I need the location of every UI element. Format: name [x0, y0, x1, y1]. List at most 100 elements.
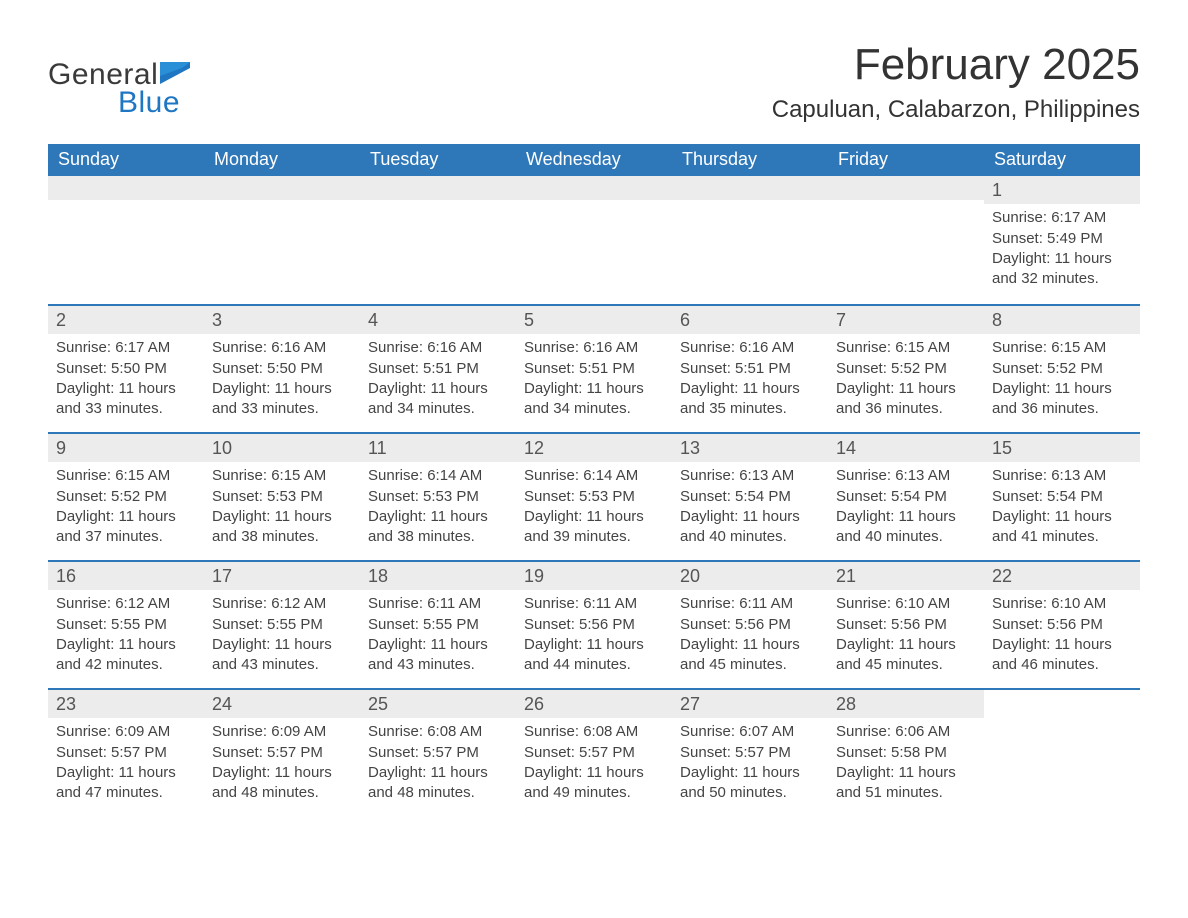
calendar-cell: 23Sunrise: 6:09 AMSunset: 5:57 PMDayligh…	[48, 690, 204, 816]
day-number-bar	[672, 176, 828, 200]
day-details: Sunrise: 6:09 AMSunset: 5:57 PMDaylight:…	[212, 722, 352, 803]
sunset-text: Sunset: 5:56 PM	[836, 615, 976, 635]
day-number-bar	[204, 176, 360, 200]
sunrise-text: Sunrise: 6:10 AM	[836, 594, 976, 614]
page-header: General Blue February 2025 Capuluan, Cal…	[48, 30, 1140, 136]
sunset-text: Sunset: 5:51 PM	[524, 359, 664, 379]
day-number: 7	[836, 310, 846, 330]
daylight1-text: Daylight: 11 hours	[524, 635, 664, 655]
day-number-bar: 25	[360, 690, 516, 718]
day-number-bar: 12	[516, 434, 672, 462]
daylight1-text: Daylight: 11 hours	[56, 635, 196, 655]
sunrise-text: Sunrise: 6:16 AM	[212, 338, 352, 358]
calendar-cell: 1Sunrise: 6:17 AMSunset: 5:49 PMDaylight…	[984, 176, 1140, 304]
sunrise-text: Sunrise: 6:11 AM	[368, 594, 508, 614]
daylight1-text: Daylight: 11 hours	[836, 763, 976, 783]
weekday-header: Friday	[828, 144, 984, 176]
day-number: 5	[524, 310, 534, 330]
daylight1-text: Daylight: 11 hours	[368, 507, 508, 527]
calendar-cell	[204, 176, 360, 304]
daylight2-text: and 46 minutes.	[992, 655, 1132, 675]
sunset-text: Sunset: 5:56 PM	[992, 615, 1132, 635]
day-number: 22	[992, 566, 1012, 586]
day-number-bar: 18	[360, 562, 516, 590]
day-number-bar: 2	[48, 306, 204, 334]
calendar-cell: 18Sunrise: 6:11 AMSunset: 5:55 PMDayligh…	[360, 562, 516, 688]
daylight1-text: Daylight: 11 hours	[836, 507, 976, 527]
calendar-cell	[516, 176, 672, 304]
sunset-text: Sunset: 5:49 PM	[992, 229, 1132, 249]
calendar-cell: 8Sunrise: 6:15 AMSunset: 5:52 PMDaylight…	[984, 306, 1140, 432]
calendar-cell	[672, 176, 828, 304]
sunset-text: Sunset: 5:55 PM	[56, 615, 196, 635]
daylight2-text: and 43 minutes.	[212, 655, 352, 675]
sunrise-text: Sunrise: 6:15 AM	[836, 338, 976, 358]
day-number-bar: 26	[516, 690, 672, 718]
calendar-cell: 19 Sunrise: 6:11 AMSunset: 5:56 PMDayligh…	[516, 562, 672, 688]
sunrise-text: Sunrise: 6:12 AM	[212, 594, 352, 614]
day-number-bar: 20	[672, 562, 828, 590]
calendar-cell: 13Sunrise: 6:13 AMSunset: 5:54 PMDayligh…	[672, 434, 828, 560]
day-details: Sunrise: 6:11 AMSunset: 5:56 PMDaylight:…	[680, 594, 820, 675]
calendar-cell: 3 Sunrise: 6:16 AMSunset: 5:50 PMDaylight…	[204, 306, 360, 432]
sunset-text: Sunset: 5:51 PM	[680, 359, 820, 379]
sunset-text: Sunset: 5:50 PM	[56, 359, 196, 379]
sunset-text: Sunset: 5:57 PM	[524, 743, 664, 763]
day-number: 23	[56, 694, 76, 714]
daylight1-text: Daylight: 11 hours	[680, 379, 820, 399]
calendar-cell: 9 Sunrise: 6:15 AMSunset: 5:52 PMDaylight…	[48, 434, 204, 560]
sunrise-text: Sunrise: 6:13 AM	[680, 466, 820, 486]
sunrise-text: Sunrise: 6:12 AM	[56, 594, 196, 614]
sunset-text: Sunset: 5:53 PM	[368, 487, 508, 507]
day-number: 4	[368, 310, 378, 330]
day-number: 19	[524, 566, 544, 586]
day-number-bar: 17	[204, 562, 360, 590]
day-number: 27	[680, 694, 700, 714]
sunrise-text: Sunrise: 6:13 AM	[992, 466, 1132, 486]
title-block: February 2025 Capuluan, Calabarzon, Phil…	[772, 30, 1140, 136]
daylight1-text: Daylight: 11 hours	[212, 763, 352, 783]
daylight1-text: Daylight: 11 hours	[368, 763, 508, 783]
day-number: 3	[212, 310, 222, 330]
day-number-bar	[516, 176, 672, 200]
day-number-bar: 23	[48, 690, 204, 718]
sunrise-text: Sunrise: 6:15 AM	[212, 466, 352, 486]
daylight2-text: and 48 minutes.	[212, 783, 352, 803]
daylight1-text: Daylight: 11 hours	[56, 507, 196, 527]
day-details: Sunrise: 6:06 AMSunset: 5:58 PMDaylight:…	[836, 722, 976, 803]
day-details: Sunrise: 6:15 AMSunset: 5:52 PMDaylight:…	[56, 466, 196, 547]
daylight2-text: and 47 minutes.	[56, 783, 196, 803]
calendar-cell: 10Sunrise: 6:15 AMSunset: 5:53 PMDayligh…	[204, 434, 360, 560]
daylight2-text: and 34 minutes.	[368, 399, 508, 419]
calendar-cell: 20 Sunrise: 6:11 AMSunset: 5:56 PMDayligh…	[672, 562, 828, 688]
day-number-bar: 15	[984, 434, 1140, 462]
calendar-cell: 14Sunrise: 6:13 AMSunset: 5:54 PMDayligh…	[828, 434, 984, 560]
daylight2-text: and 40 minutes.	[680, 527, 820, 547]
day-number-bar: 13	[672, 434, 828, 462]
day-number-bar: 9	[48, 434, 204, 462]
calendar-cell: 7 Sunrise: 6:15 AMSunset: 5:52 PMDaylight…	[828, 306, 984, 432]
month-title: February 2025	[772, 40, 1140, 90]
weekday-header: Wednesday	[516, 144, 672, 176]
day-details: Sunrise: 6:12 AMSunset: 5:55 PMDaylight:…	[56, 594, 196, 675]
calendar-grid: Sunday Monday Tuesday Wednesday Thursday…	[48, 144, 1140, 816]
sunrise-text: Sunrise: 6:17 AM	[992, 208, 1132, 228]
day-number: 17	[212, 566, 232, 586]
day-details: Sunrise: 6:11 AMSunset: 5:56 PMDaylight:…	[524, 594, 664, 675]
day-number: 10	[212, 438, 232, 458]
sunset-text: Sunset: 5:57 PM	[56, 743, 196, 763]
calendar-cell: 17Sunrise: 6:12 AMSunset: 5:55 PMDayligh…	[204, 562, 360, 688]
daylight2-text: and 44 minutes.	[524, 655, 664, 675]
day-details: Sunrise: 6:16 AMSunset: 5:50 PMDaylight:…	[212, 338, 352, 419]
daylight1-text: Daylight: 11 hours	[212, 635, 352, 655]
daylight2-text: and 42 minutes.	[56, 655, 196, 675]
calendar-cell	[360, 176, 516, 304]
day-number-bar: 21	[828, 562, 984, 590]
daylight2-text: and 38 minutes.	[368, 527, 508, 547]
brand-logo: General Blue	[48, 30, 190, 120]
day-number-bar: 10	[204, 434, 360, 462]
daylight1-text: Daylight: 11 hours	[524, 507, 664, 527]
sunrise-text: Sunrise: 6:10 AM	[992, 594, 1132, 614]
day-details: Sunrise: 6:15 AMSunset: 5:52 PMDaylight:…	[836, 338, 976, 419]
calendar-cell: 28Sunrise: 6:06 AMSunset: 5:58 PMDayligh…	[828, 690, 984, 816]
